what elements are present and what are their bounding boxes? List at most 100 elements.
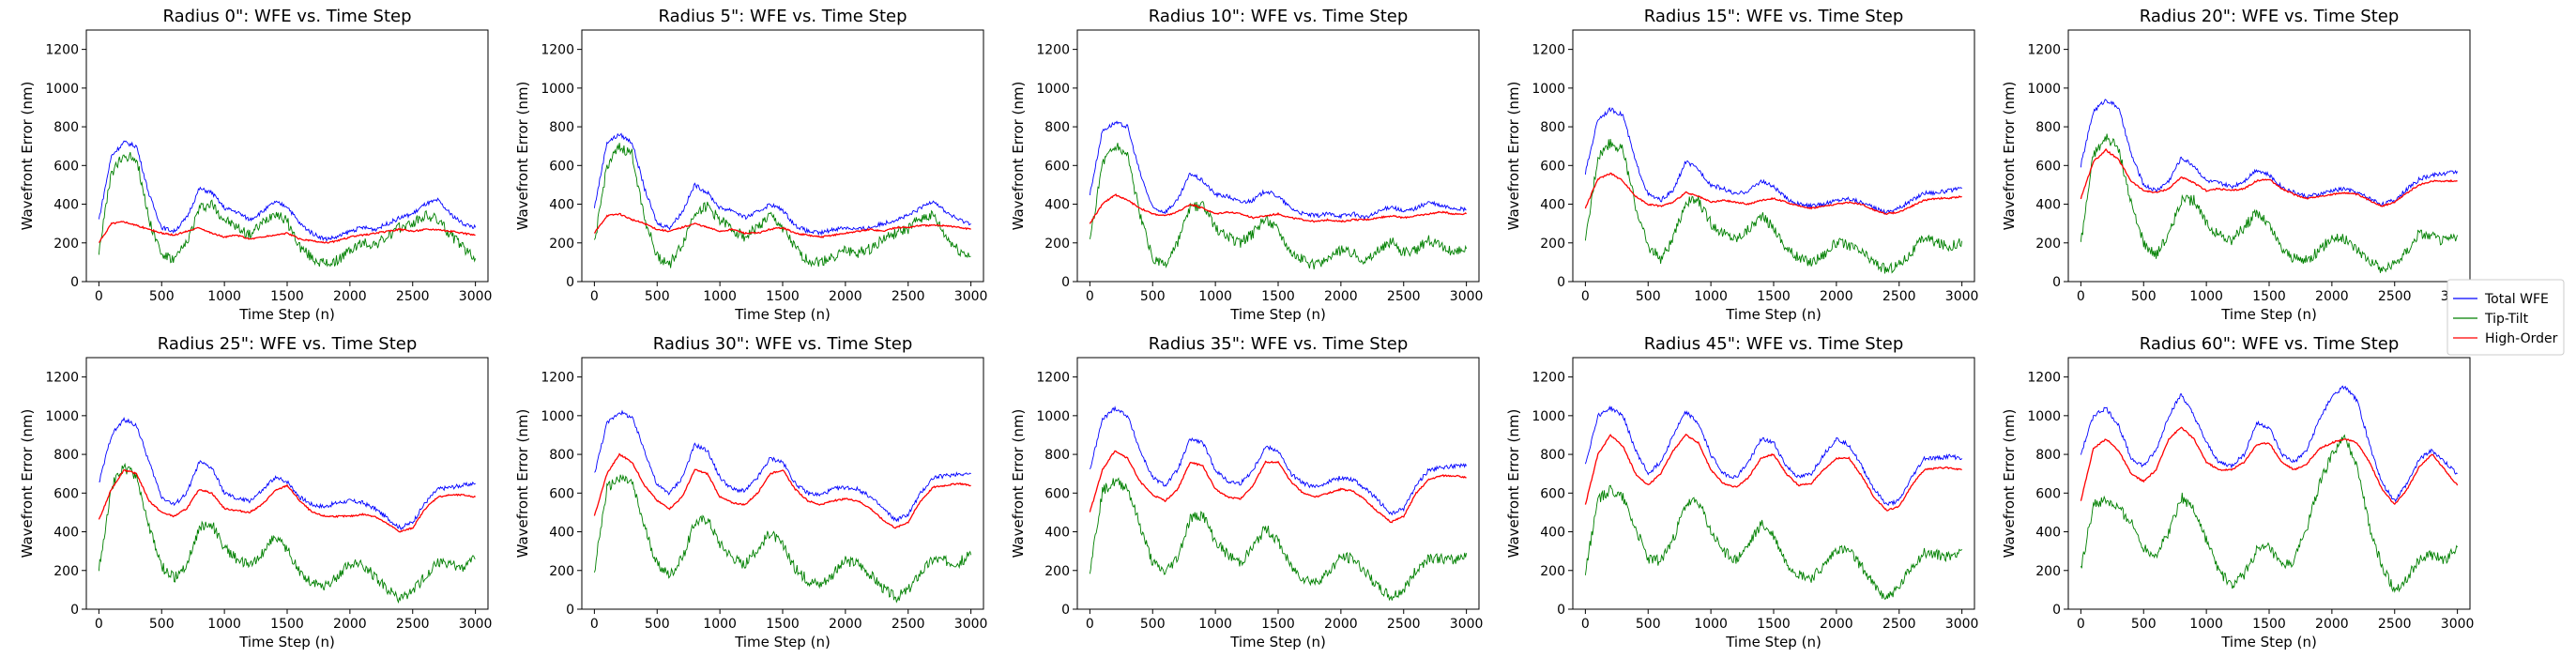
- y-tick-label: 800: [1044, 448, 1070, 463]
- x-tick-label: 1500: [270, 617, 304, 632]
- y-tick-label: 400: [1540, 198, 1565, 213]
- x-axis-label: Time Step (n): [734, 634, 831, 650]
- subplot-8: Radius 35": WFE vs. Time Step 0 500 1000 150…: [1010, 334, 1483, 650]
- x-tick-label: 3000: [459, 617, 493, 632]
- series-line-tip-tilt: [98, 462, 476, 604]
- y-tick-label: 1000: [45, 409, 79, 424]
- x-tick-label: 1500: [1757, 289, 1791, 304]
- y-axis-label: Wavefront Error (nm): [2001, 82, 2018, 231]
- x-tick-label: 1500: [2252, 617, 2286, 632]
- y-tick-label: 200: [1044, 564, 1070, 579]
- subplot-title: Radius 45": WFE vs. Time Step: [1644, 334, 1904, 354]
- y-tick-label: 1200: [541, 371, 574, 386]
- y-axis-label: Wavefront Error (nm): [2001, 409, 2018, 559]
- subplot-3: Radius 10": WFE vs. Time Step 0 500 1000 150…: [1010, 7, 1483, 323]
- y-tick-label: 600: [53, 159, 79, 174]
- y-tick-label: 0: [70, 603, 79, 618]
- y-axis-label: Wavefront Error (nm): [19, 82, 36, 231]
- y-tick-label: 1200: [1532, 43, 1565, 58]
- y-tick-label: 600: [1044, 486, 1070, 501]
- y-tick-label: 800: [1540, 448, 1565, 463]
- y-tick-label: 200: [1044, 237, 1070, 252]
- x-axis-label: Time Step (n): [1229, 634, 1326, 650]
- series-line-high-order: [1584, 433, 1962, 512]
- x-tick-label: 2500: [892, 289, 925, 304]
- y-tick-label: 0: [1061, 275, 1070, 290]
- x-tick-label: 0: [2077, 617, 2085, 632]
- x-tick-label: 3000: [954, 617, 988, 632]
- x-tick-label: 3000: [1450, 617, 1484, 632]
- y-tick-label: 400: [53, 526, 79, 541]
- y-tick-label: 1200: [1036, 371, 1070, 386]
- y-tick-label: 0: [1061, 603, 1070, 618]
- y-tick-label: 800: [549, 448, 574, 463]
- x-tick-label: 1000: [1694, 289, 1728, 304]
- y-tick-label: 800: [1540, 120, 1565, 135]
- y-tick-label: 200: [549, 237, 574, 252]
- x-tick-label: 3000: [1450, 289, 1484, 304]
- x-tick-label: 1000: [2189, 617, 2223, 632]
- series-line-total-wfe: [1089, 120, 1467, 221]
- x-axis-label: Time Step (n): [1725, 306, 1821, 323]
- x-tick-label: 1000: [1694, 617, 1728, 632]
- legend-label-tip-tilt: Tip-Tilt: [2484, 312, 2529, 327]
- subplot-title: Radius 35": WFE vs. Time Step: [1149, 334, 1409, 354]
- subplot-5: Radius 20": WFE vs. Time Step 0 500 1000 150…: [2001, 7, 2474, 323]
- y-tick-label: 1000: [2027, 409, 2061, 424]
- x-tick-label: 1000: [207, 617, 241, 632]
- subplot-1: Radius 0": WFE vs. Time Step 0 500 1000 1500…: [19, 7, 492, 323]
- y-tick-label: 400: [549, 198, 574, 213]
- y-axis-label: Wavefront Error (nm): [1010, 82, 1027, 231]
- y-tick-label: 600: [53, 486, 79, 501]
- x-tick-label: 3000: [2441, 617, 2475, 632]
- y-axis-label: Wavefront Error (nm): [19, 409, 36, 559]
- series-line-high-order: [1584, 172, 1962, 216]
- y-tick-label: 1000: [541, 409, 574, 424]
- x-tick-label: 500: [149, 289, 175, 304]
- legend-label-high-order: High-Order: [2485, 331, 2558, 346]
- y-tick-label: 1000: [1532, 409, 1565, 424]
- y-tick-label: 1200: [1036, 43, 1070, 58]
- x-tick-label: 1000: [703, 289, 737, 304]
- subplot-10: Radius 60": WFE vs. Time Step 0 500 1000 150…: [2001, 334, 2474, 650]
- series-line-high-order: [1089, 193, 1468, 224]
- series-line-total-wfe: [1584, 406, 1962, 507]
- x-tick-label: 2500: [1882, 289, 1916, 304]
- legend: Total WFE Tip-Tilt High-Order: [2446, 279, 2565, 356]
- y-tick-label: 200: [2035, 237, 2061, 252]
- y-tick-label: 600: [549, 486, 574, 501]
- y-axis-label: Wavefront Error (nm): [514, 82, 531, 231]
- x-tick-label: 2000: [1324, 289, 1358, 304]
- x-tick-label: 0: [95, 289, 103, 304]
- subplot-title: Radius 30": WFE vs. Time Step: [653, 334, 913, 354]
- x-tick-label: 1000: [207, 289, 241, 304]
- x-tick-label: 2500: [892, 617, 925, 632]
- subplot-title: Radius 60": WFE vs. Time Step: [2140, 334, 2400, 354]
- x-tick-label: 500: [645, 289, 670, 304]
- x-tick-label: 2000: [829, 289, 862, 304]
- x-tick-label: 500: [1140, 289, 1166, 304]
- series-line-tip-tilt: [98, 151, 477, 268]
- x-axis-label: Time Step (n): [238, 306, 335, 323]
- y-tick-label: 0: [1557, 603, 1565, 618]
- y-axis-label: Wavefront Error (nm): [514, 409, 531, 559]
- series-line-high-order: [593, 452, 971, 529]
- y-tick-label: 0: [1557, 275, 1565, 290]
- x-tick-label: 3000: [954, 289, 988, 304]
- y-tick-label: 600: [549, 159, 574, 174]
- y-tick-label: 400: [2035, 198, 2061, 213]
- x-tick-label: 1500: [1261, 617, 1295, 632]
- series-line-total-wfe: [1089, 406, 1468, 516]
- y-tick-label: 1000: [1036, 409, 1070, 424]
- x-tick-label: 0: [1581, 289, 1590, 304]
- subplot-2: Radius 5": WFE vs. Time Step 0 500 1000 1500…: [514, 7, 987, 323]
- x-tick-label: 500: [2131, 289, 2157, 304]
- x-tick-label: 2000: [2315, 289, 2349, 304]
- series-line-tip-tilt: [2080, 133, 2459, 273]
- y-tick-label: 1000: [541, 82, 574, 97]
- series-line-tip-tilt: [593, 474, 972, 604]
- y-tick-label: 200: [549, 564, 574, 579]
- x-tick-label: 2500: [396, 289, 430, 304]
- y-tick-label: 400: [1540, 526, 1565, 541]
- x-tick-label: 2000: [333, 289, 367, 304]
